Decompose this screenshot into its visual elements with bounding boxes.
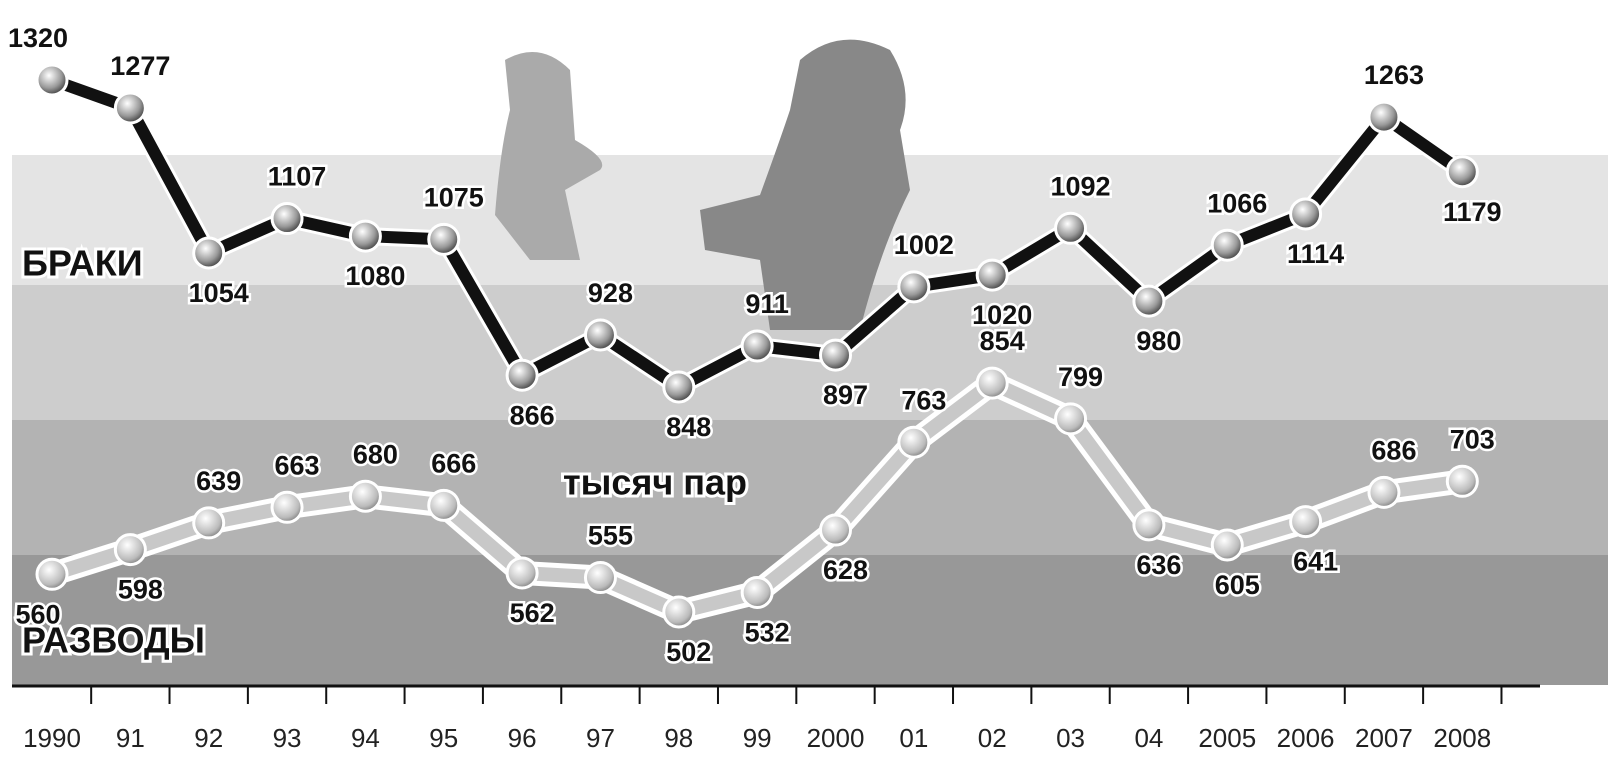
value-label: 560 [15, 599, 60, 629]
point [1369, 477, 1399, 507]
point [742, 577, 772, 607]
x-tick-label: 98 [664, 723, 693, 753]
point [899, 427, 929, 457]
value-label: 1179 [1443, 197, 1502, 227]
value-label: 1263 [1364, 60, 1424, 90]
x-tick-label: 95 [429, 723, 458, 753]
value-label: 1066 [1207, 188, 1267, 218]
point [742, 331, 772, 361]
value-label: 848 [666, 412, 711, 442]
chart: БРАКИ РАЗВОДЫ тысяч пар 1990919293949596… [0, 0, 1608, 774]
point [37, 559, 67, 589]
point [1291, 507, 1321, 537]
point [664, 597, 694, 627]
value-label: 598 [118, 575, 163, 605]
point [821, 340, 851, 370]
value-label: 980 [1136, 326, 1181, 356]
x-tick-label: 03 [1056, 723, 1085, 753]
point [664, 372, 694, 402]
value-label: 1054 [189, 278, 249, 308]
point [1447, 157, 1477, 187]
value-label: 562 [510, 598, 555, 628]
point [1056, 404, 1086, 434]
x-tick-label: 99 [743, 723, 772, 753]
point [585, 320, 615, 350]
value-label: 1320 [8, 23, 68, 53]
x-tick-label: 02 [978, 723, 1007, 753]
point [429, 490, 459, 520]
page: {"chart_data": {"type": "line", "unit": … [0, 0, 1608, 774]
x-tick-label: 2006 [1277, 723, 1335, 753]
value-label: 680 [353, 439, 398, 469]
point [350, 221, 380, 251]
value-label: 1092 [1051, 171, 1111, 201]
value-label: 605 [1215, 570, 1260, 600]
value-label: 703 [1450, 424, 1495, 454]
value-label: 1107 [268, 162, 327, 192]
value-label: 663 [275, 450, 320, 480]
x-tick-label: 91 [116, 723, 145, 753]
x-tick-label: 94 [351, 723, 380, 753]
value-label: 641 [1293, 547, 1338, 577]
value-label: 799 [1058, 362, 1103, 392]
x-tick-label: 97 [586, 723, 615, 753]
x-tick-label: 04 [1134, 723, 1163, 753]
value-label: 502 [666, 637, 711, 667]
x-tick-label: 01 [899, 723, 928, 753]
point [1134, 510, 1164, 540]
point [1056, 213, 1086, 243]
point [1447, 466, 1477, 496]
point [821, 515, 851, 545]
value-label: 1002 [894, 230, 954, 260]
unit-label: тысяч пар [563, 462, 747, 503]
value-label: 1075 [424, 182, 484, 212]
point [1212, 230, 1242, 260]
point [194, 238, 224, 268]
point [115, 535, 145, 565]
point [350, 481, 380, 511]
point [272, 204, 302, 234]
value-label: 636 [1136, 550, 1181, 580]
x-tick-label: 2005 [1198, 723, 1256, 753]
value-label: 1277 [110, 51, 170, 81]
point [1212, 530, 1242, 560]
x-tick-label: 2000 [807, 723, 865, 753]
x-tick-label: 1990 [23, 723, 81, 753]
value-label: 639 [196, 466, 241, 496]
value-label: 763 [901, 385, 946, 415]
value-label: 866 [510, 400, 555, 430]
x-tick-label: 96 [508, 723, 537, 753]
point [37, 65, 67, 95]
point [899, 272, 929, 302]
value-label: 897 [823, 380, 868, 410]
point [1369, 102, 1399, 132]
band [12, 555, 1608, 685]
point [272, 492, 302, 522]
x-tick-label: 2007 [1355, 723, 1413, 753]
x-tick-label: 2008 [1433, 723, 1491, 753]
x-tick-label: 93 [273, 723, 302, 753]
value-label: 1114 [1287, 239, 1344, 269]
value-label: 686 [1371, 435, 1416, 465]
point [977, 368, 1007, 398]
value-label: 628 [823, 555, 868, 585]
value-label: 666 [431, 448, 476, 478]
value-label: 1080 [345, 261, 405, 291]
point [429, 224, 459, 254]
point [194, 508, 224, 538]
point [507, 558, 537, 588]
value-label: 928 [588, 278, 633, 308]
point [115, 93, 145, 123]
value-label: 532 [745, 618, 790, 648]
point [1291, 199, 1321, 229]
value-label: 911 [745, 289, 789, 319]
point [1134, 286, 1164, 316]
x-tick-label: 92 [194, 723, 223, 753]
point [585, 563, 615, 593]
point [507, 360, 537, 390]
value-label: 854 [980, 326, 1025, 356]
point [977, 260, 1007, 290]
value-label: 555 [588, 521, 633, 551]
series-label: БРАКИ [22, 243, 143, 284]
